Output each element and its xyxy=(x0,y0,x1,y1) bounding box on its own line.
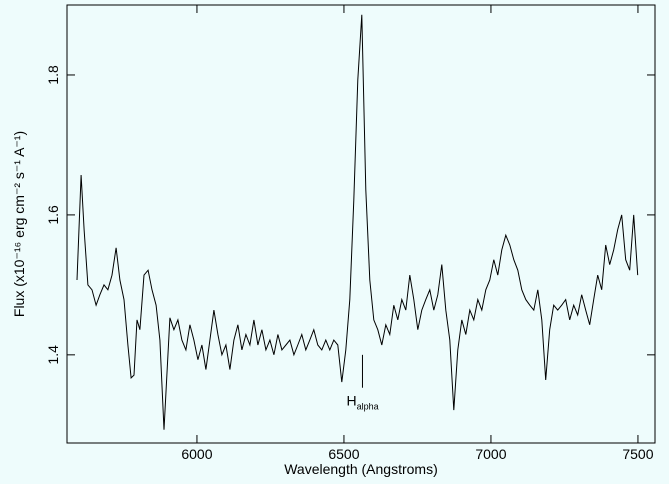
annotation-sub: alpha xyxy=(357,402,379,412)
annotation-text: H xyxy=(346,393,356,409)
x-axis-label: Wavelength (Angstroms) xyxy=(284,461,438,477)
x-tick-label: 7000 xyxy=(475,446,506,462)
spectrum-line xyxy=(76,14,639,430)
x-tick-label: 6000 xyxy=(181,446,212,462)
annotation-label: Halpha xyxy=(346,393,378,412)
x-tick-label: 6500 xyxy=(328,446,359,462)
y-tick-label: 1.6 xyxy=(45,205,61,225)
x-tick-label: 7500 xyxy=(622,446,653,462)
plot-frame xyxy=(66,4,656,444)
y-axis-label: Flux (x10⁻¹⁶ erg cm⁻² s⁻¹ A⁻¹) xyxy=(11,131,27,317)
y-tick-label: 1.4 xyxy=(45,345,61,365)
y-tick-label: 1.8 xyxy=(45,65,61,85)
